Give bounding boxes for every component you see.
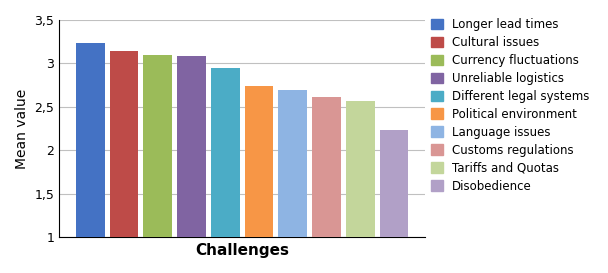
- Legend: Longer lead times, Cultural issues, Currency fluctuations, Unreliable logistics,: Longer lead times, Cultural issues, Curr…: [429, 16, 592, 195]
- X-axis label: Challenges: Challenges: [195, 243, 289, 258]
- Bar: [211, 68, 240, 238]
- Bar: [76, 43, 105, 238]
- Bar: [346, 101, 375, 238]
- Bar: [109, 51, 139, 238]
- Bar: [244, 86, 274, 238]
- Bar: [278, 90, 307, 238]
- Bar: [143, 55, 172, 238]
- Bar: [379, 130, 409, 238]
- Bar: [177, 56, 206, 238]
- Bar: [312, 97, 341, 238]
- Y-axis label: Mean value: Mean value: [15, 89, 29, 169]
